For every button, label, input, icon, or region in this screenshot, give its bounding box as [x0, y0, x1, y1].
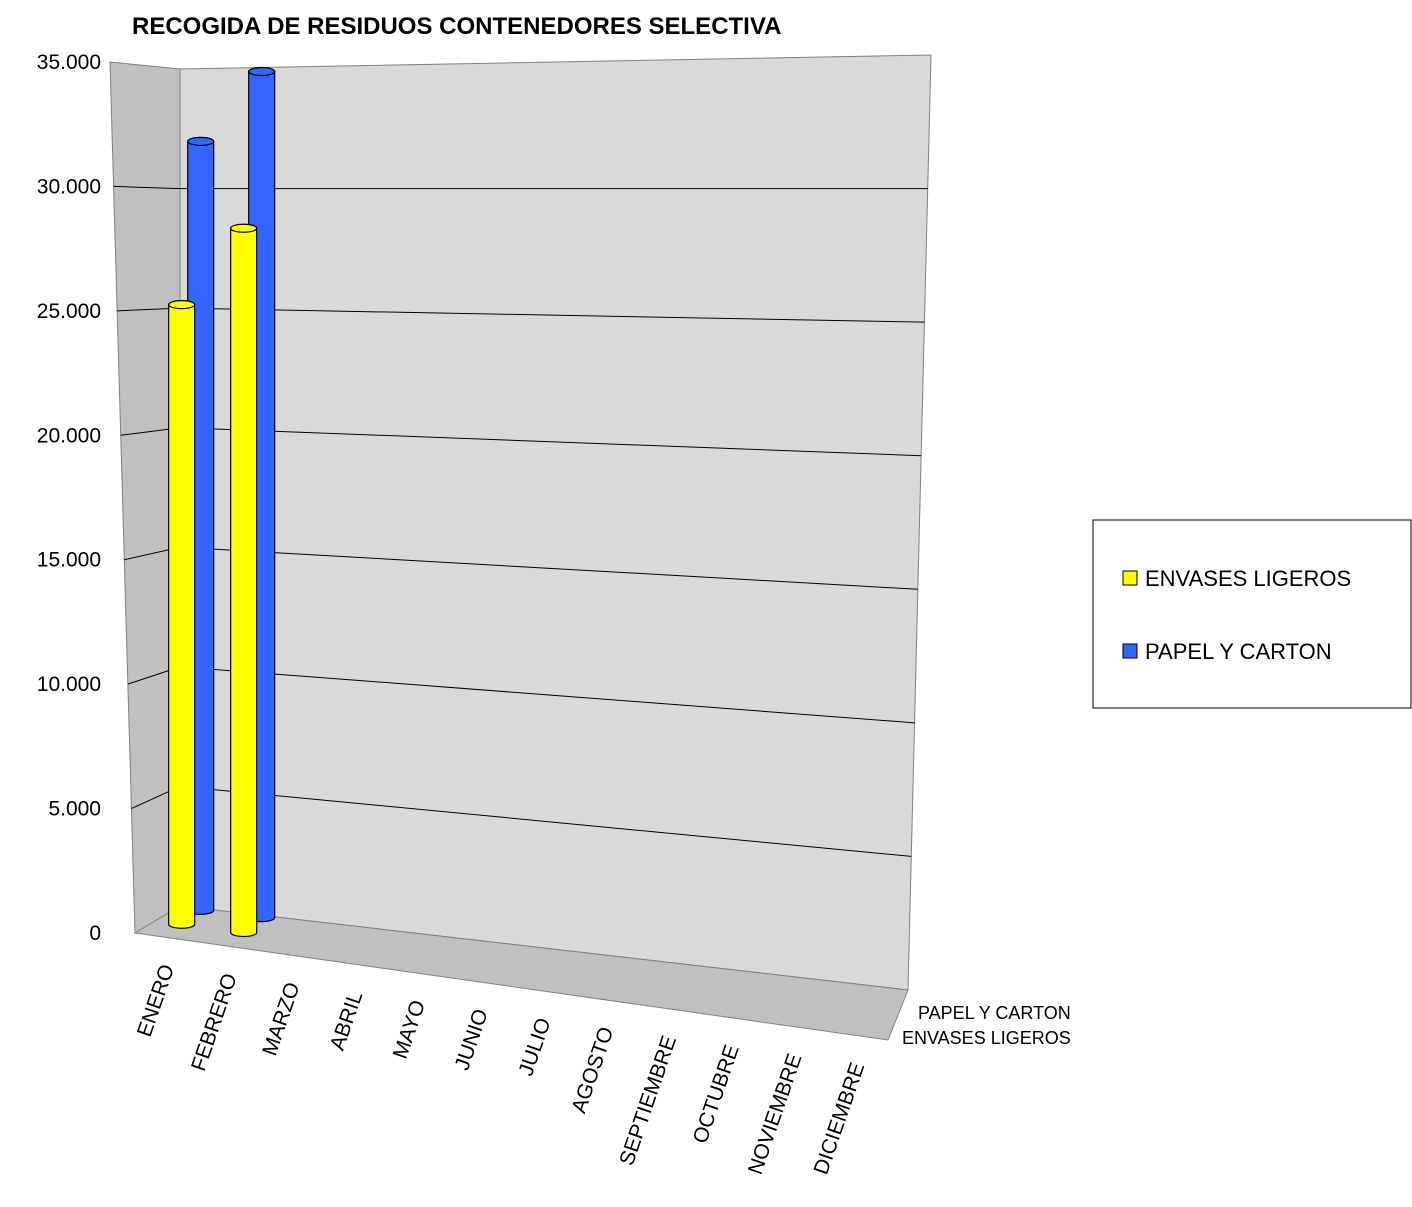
- y-tick-label: 10.000: [37, 673, 101, 696]
- x-tick-label: AGOSTO: [567, 1024, 618, 1116]
- legend-swatch-envases-ligeros: [1122, 570, 1138, 586]
- gridline-side: [113, 185, 181, 190]
- bar-envases-ligeros-febrero-top: [230, 223, 258, 233]
- bar-envases-ligeros-enero-body: [168, 304, 196, 929]
- back-wall: [179, 54, 932, 991]
- x-tick-label: SEPTIEMBRE: [615, 1033, 681, 1168]
- bar-envases-ligeros-febrero-body: [230, 227, 258, 938]
- bar-papel-y-carton-febrero-top: [248, 66, 276, 77]
- depth-axis-labels: PAPEL Y CARTON ENVASES LIGEROS: [902, 1003, 1071, 1048]
- legend-label-envases-ligeros: ENVASES LIGEROS: [1145, 566, 1351, 591]
- depth-label-back: PAPEL Y CARTON: [918, 1003, 1071, 1023]
- y-tick-label: 30.000: [37, 175, 101, 198]
- chart-floor: [133, 905, 909, 1041]
- x-tick-label: JULIO: [514, 1015, 555, 1079]
- x-tick-label: FEBRERO: [187, 971, 242, 1074]
- x-tick-label: MARZO: [258, 979, 304, 1058]
- x-tick-label: ABRIL: [326, 988, 368, 1053]
- legend-swatch-papel-y-carton: [1122, 643, 1138, 659]
- gridline: [179, 307, 925, 323]
- x-tick-label: OCTUBRE: [689, 1042, 744, 1147]
- gridline: [179, 666, 915, 724]
- chart-title: RECOGIDA DE RESIDUOS CONTENEDORES SELECT…: [132, 13, 781, 40]
- y-tick-label: 20.000: [37, 424, 101, 447]
- gridline: [179, 546, 918, 590]
- y-tick-label: 0: [89, 922, 101, 945]
- y-tick-label: 35.000: [37, 51, 101, 74]
- y-tick-label: 15.000: [37, 549, 101, 572]
- gridline: [179, 785, 912, 857]
- legend-box: [1092, 519, 1412, 709]
- bar-envases-ligeros-enero: [168, 300, 196, 929]
- depth-label-front: ENVASES LIGEROS: [902, 1028, 1071, 1048]
- bar-papel-y-carton-enero-top: [187, 136, 215, 146]
- bar-envases-ligeros-enero-top: [168, 300, 196, 310]
- bar-envases-ligeros-febrero: [230, 223, 258, 938]
- bars-front-series: [168, 223, 258, 938]
- legend-label-papel-y-carton: PAPEL Y CARTON: [1145, 639, 1332, 664]
- y-tick-label: 5.000: [48, 798, 101, 821]
- x-tick-label: DICIEMBRE: [810, 1060, 870, 1178]
- x-tick-label: MAYO: [389, 997, 430, 1061]
- x-tick-label: ENERO: [133, 962, 179, 1040]
- x-tick-label: NOVIEMBRE: [744, 1051, 807, 1178]
- y-tick-label: 25.000: [37, 300, 101, 323]
- y-axis-ticks: 0 5.000 10.000 15.000 20.000 25.000 30.000 35.0…: [37, 51, 101, 945]
- legend: ENVASES LIGEROS PAPEL Y CARTON: [1092, 519, 1412, 709]
- x-tick-label: JUNIO: [451, 1006, 493, 1073]
- gridline: [179, 427, 922, 457]
